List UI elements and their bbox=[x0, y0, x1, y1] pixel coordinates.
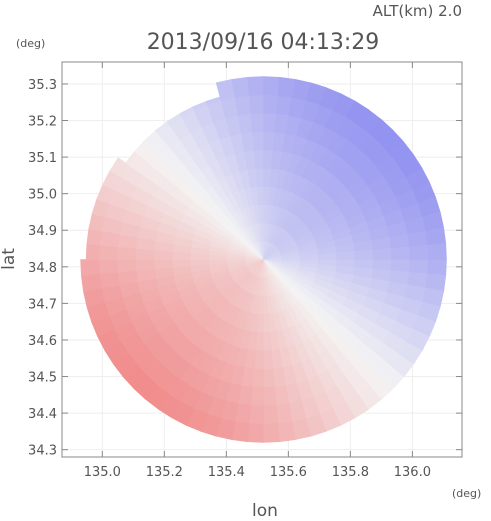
radar-cell bbox=[247, 423, 264, 443]
radar-cell bbox=[372, 259, 392, 271]
radar-cell bbox=[248, 94, 264, 115]
radar-cell bbox=[263, 423, 280, 443]
altitude-label: ALT(km) 2.0 bbox=[373, 2, 462, 20]
radar-cell bbox=[171, 259, 191, 268]
plot-frame bbox=[61, 61, 463, 458]
radar-cell bbox=[255, 167, 264, 187]
radar-cell bbox=[153, 259, 173, 270]
y-tick-label: 34.6 bbox=[28, 334, 57, 349]
x-tick-label: 136.0 bbox=[394, 465, 431, 480]
radar-cell bbox=[263, 76, 280, 96]
radar-cell bbox=[427, 243, 447, 260]
x-tick-label: 135.6 bbox=[270, 465, 307, 480]
x-tick-label: 135.4 bbox=[208, 465, 245, 480]
radar-cell bbox=[409, 259, 429, 275]
y-tick-label: 34.9 bbox=[28, 224, 57, 239]
tick-layer: 135.0 135.2 135.4 135.6 135.8 136.0 34.3 34.4 34… bbox=[28, 62, 462, 480]
y-tick-label: 35.1 bbox=[28, 151, 57, 166]
y-axis-title: lat bbox=[0, 248, 19, 270]
y-tick-label: 34.5 bbox=[28, 371, 57, 386]
y-tick-label: 34.3 bbox=[28, 444, 57, 459]
radar-cell bbox=[427, 259, 447, 276]
y-tick-label: 34.4 bbox=[28, 407, 57, 422]
y-tick-label: 34.8 bbox=[28, 261, 57, 276]
radar-cell bbox=[109, 157, 130, 178]
radar-cell bbox=[80, 273, 102, 292]
x-unit-label: (deg) bbox=[452, 487, 481, 500]
radar-cell bbox=[248, 404, 264, 425]
radar-cell bbox=[390, 246, 411, 260]
y-tick-label: 35.3 bbox=[28, 78, 57, 93]
radar-cell bbox=[250, 112, 264, 133]
radar-cell bbox=[250, 386, 264, 407]
x-tick-label: 135.8 bbox=[332, 465, 369, 480]
radar-cell bbox=[253, 149, 264, 169]
radar-cell bbox=[409, 244, 429, 260]
radar-cell bbox=[277, 421, 296, 443]
x-tick-label: 135.2 bbox=[146, 465, 183, 480]
radar-cell bbox=[263, 94, 279, 115]
radar-cell bbox=[86, 228, 102, 246]
radar-cell bbox=[263, 404, 279, 425]
radar-cell bbox=[263, 131, 276, 151]
radar-cell bbox=[372, 248, 392, 260]
radar-cell bbox=[98, 259, 119, 275]
radar-cell bbox=[116, 246, 137, 260]
radar-cell bbox=[252, 131, 264, 151]
radar-cell bbox=[263, 112, 277, 133]
radar-cell bbox=[98, 244, 119, 260]
radar-cell bbox=[234, 95, 252, 116]
radar-cell bbox=[247, 76, 264, 96]
y-tick-label: 34.7 bbox=[28, 297, 57, 312]
radar-cell bbox=[135, 248, 155, 260]
radar-cell bbox=[85, 243, 100, 260]
radar-cell bbox=[390, 259, 411, 273]
radar-cell bbox=[231, 76, 250, 98]
x-axis-title: lon bbox=[252, 501, 278, 521]
radar-cell bbox=[407, 230, 428, 248]
radar-cell bbox=[263, 368, 276, 388]
radar-cell bbox=[116, 259, 137, 273]
radar-data-layer bbox=[80, 76, 447, 443]
radar-cell bbox=[336, 251, 356, 260]
radar-cell bbox=[425, 227, 447, 246]
radar-cell bbox=[354, 249, 374, 260]
y-unit-label: (deg) bbox=[16, 37, 45, 50]
radar-cell bbox=[263, 350, 274, 370]
radar-cell bbox=[263, 332, 272, 352]
radar-cell bbox=[80, 259, 100, 276]
radar-cell bbox=[275, 403, 293, 424]
radar-cell bbox=[99, 271, 120, 289]
radar-cell bbox=[252, 368, 264, 388]
y-tick-label: 35.2 bbox=[28, 115, 57, 130]
chart-title: 2013/09/16 04:13:29 bbox=[147, 30, 380, 55]
x-tick-label: 135.0 bbox=[84, 465, 121, 480]
radar-cell bbox=[135, 259, 155, 271]
radar-cell bbox=[263, 386, 277, 407]
y-tick-label: 35.0 bbox=[28, 188, 57, 203]
